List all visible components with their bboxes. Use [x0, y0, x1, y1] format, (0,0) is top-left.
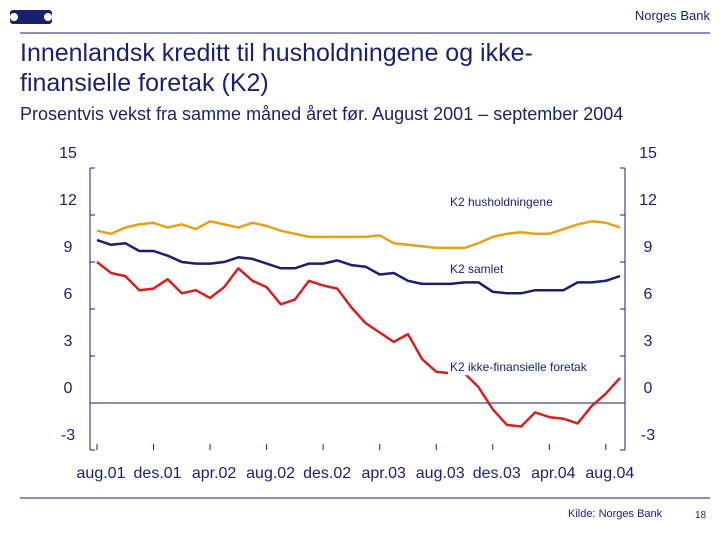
series-label: K2 ikke-finansielle foretak: [450, 360, 588, 374]
series-label-bg: [448, 261, 507, 278]
x-tick-label: des.02: [303, 465, 351, 482]
y2-tick-label: 3: [644, 333, 653, 350]
series-label: K2 samlet: [450, 262, 504, 276]
series-line: [96, 220, 621, 250]
x-tick-label: aug.03: [416, 465, 465, 482]
brand: Norges Bank: [634, 8, 710, 23]
x-tick-label: apr.03: [361, 465, 406, 482]
y2-tick-label: 12: [639, 192, 657, 209]
y-tick-label: 6: [64, 286, 73, 303]
y-tick-label: -3: [61, 427, 75, 444]
x-tick-label: apr.04: [531, 465, 576, 482]
y-tick-label: 12: [59, 192, 77, 209]
series-label-bg: [448, 194, 556, 211]
y2-tick-label: 9: [644, 239, 653, 256]
page-number: 18: [695, 510, 707, 521]
series-label: K2 husholdningene: [450, 195, 553, 209]
chart-title: Innenlandsk kreditt til husholdningene o…: [20, 39, 533, 97]
series-label-bg: [448, 359, 590, 376]
logo-dot: [10, 13, 18, 21]
x-tick-label: aug.04: [585, 465, 634, 482]
y-tick-label: 3: [64, 333, 73, 350]
x-tick-label: des.01: [134, 465, 182, 482]
x-tick-label: aug.01: [77, 465, 126, 482]
source: Kilde: Norges Bank: [568, 508, 663, 520]
series-line: [96, 261, 621, 428]
y-tick-label: 15: [59, 145, 77, 162]
series-line: [96, 238, 621, 295]
chart-subtitle: Prosentvis vekst fra samme måned året fø…: [20, 104, 624, 124]
y2-tick-label: 0: [644, 380, 653, 397]
y2-tick-label: 6: [644, 286, 653, 303]
logo-dot: [44, 13, 52, 21]
logo-mark: [10, 10, 52, 24]
y-tick-label: 9: [64, 239, 73, 256]
y2-tick-label: 15: [639, 145, 657, 162]
logo: [10, 10, 52, 24]
x-tick-label: des.03: [473, 465, 521, 482]
y2-tick-label: -3: [641, 427, 655, 444]
x-tick-label: apr.02: [192, 465, 237, 482]
x-tick-label: aug.02: [246, 465, 295, 482]
y-tick-label: 0: [64, 380, 73, 397]
